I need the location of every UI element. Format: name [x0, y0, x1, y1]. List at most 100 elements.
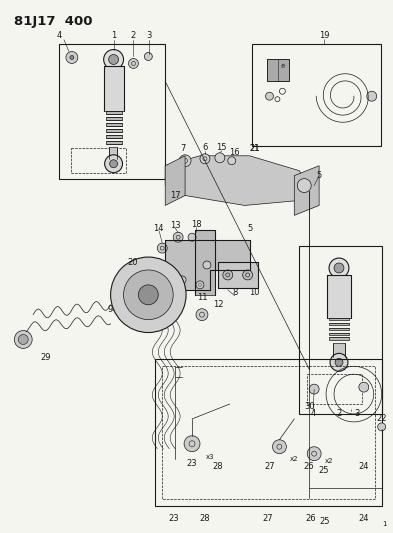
Polygon shape [329, 333, 349, 335]
Circle shape [307, 447, 321, 461]
Circle shape [223, 270, 233, 280]
Circle shape [104, 50, 123, 69]
Circle shape [173, 232, 183, 242]
Polygon shape [106, 141, 121, 144]
Circle shape [203, 261, 211, 269]
Circle shape [335, 358, 343, 366]
Polygon shape [329, 318, 349, 320]
Text: 21: 21 [249, 144, 260, 154]
Bar [252, 44, 381, 146]
Text: x3: x3 [206, 454, 214, 459]
Bar [71, 148, 125, 173]
Circle shape [14, 330, 32, 349]
Text: 24: 24 [358, 462, 369, 471]
Circle shape [359, 382, 369, 392]
Bar [162, 366, 375, 499]
Text: 14: 14 [153, 224, 163, 233]
Text: 10: 10 [249, 288, 260, 297]
Circle shape [66, 52, 78, 63]
Circle shape [179, 155, 191, 167]
Text: 30: 30 [304, 402, 314, 411]
Circle shape [228, 157, 236, 165]
Circle shape [196, 309, 208, 321]
Text: 9: 9 [108, 305, 113, 314]
Circle shape [138, 285, 158, 305]
Polygon shape [294, 166, 319, 215]
Circle shape [378, 423, 386, 431]
Bar [59, 44, 165, 179]
Polygon shape [268, 60, 289, 82]
Polygon shape [104, 67, 123, 111]
Text: 4: 4 [56, 31, 62, 40]
Text: 3: 3 [354, 409, 360, 418]
Polygon shape [333, 343, 345, 357]
Circle shape [144, 53, 152, 60]
Circle shape [297, 179, 311, 192]
Text: 24: 24 [358, 514, 369, 523]
Circle shape [309, 384, 319, 394]
Circle shape [18, 335, 28, 344]
Text: 28: 28 [200, 514, 210, 523]
Text: 2: 2 [336, 409, 342, 418]
Circle shape [105, 155, 123, 173]
Text: 8: 8 [232, 288, 237, 297]
Circle shape [110, 160, 118, 168]
Polygon shape [106, 123, 121, 126]
Bar [307, 374, 362, 404]
Text: 18: 18 [191, 220, 201, 229]
Text: 1: 1 [382, 521, 387, 527]
Circle shape [329, 258, 349, 278]
Text: 4: 4 [310, 409, 316, 418]
Text: 11: 11 [197, 293, 207, 302]
Text: 22: 22 [376, 415, 387, 423]
Polygon shape [329, 322, 349, 325]
Text: 26: 26 [306, 514, 316, 523]
Polygon shape [106, 117, 121, 120]
Text: 23: 23 [169, 514, 180, 523]
Text: 21: 21 [249, 144, 260, 154]
Bar [155, 359, 382, 506]
Text: 3: 3 [147, 31, 152, 40]
Circle shape [129, 59, 138, 68]
Circle shape [215, 153, 225, 163]
Polygon shape [165, 156, 185, 205]
Polygon shape [108, 147, 117, 159]
Circle shape [266, 92, 274, 100]
Polygon shape [195, 230, 215, 295]
Text: 2: 2 [131, 31, 136, 40]
Text: 5: 5 [247, 224, 252, 233]
Polygon shape [218, 262, 257, 288]
Text: 29: 29 [41, 353, 51, 362]
Polygon shape [165, 156, 309, 205]
Text: 27: 27 [264, 462, 275, 471]
Text: 27: 27 [262, 514, 273, 523]
Circle shape [367, 91, 377, 101]
Polygon shape [329, 337, 349, 340]
Text: 15: 15 [217, 143, 227, 152]
Circle shape [200, 154, 210, 164]
Polygon shape [327, 275, 351, 318]
Text: ⟰: ⟰ [281, 64, 286, 69]
Polygon shape [106, 111, 121, 114]
Circle shape [334, 263, 344, 273]
Circle shape [108, 54, 119, 64]
Text: 5: 5 [316, 171, 322, 180]
Text: 6: 6 [202, 143, 208, 152]
Circle shape [196, 281, 204, 289]
Polygon shape [106, 135, 121, 138]
Text: 25: 25 [319, 466, 329, 475]
Text: 12: 12 [213, 300, 223, 309]
Polygon shape [165, 240, 250, 290]
Text: 26: 26 [304, 462, 314, 471]
Text: 19: 19 [319, 31, 329, 40]
Polygon shape [329, 328, 349, 330]
Text: 81J17  400: 81J17 400 [14, 15, 93, 28]
Circle shape [70, 55, 74, 60]
Polygon shape [106, 129, 121, 132]
Text: 23: 23 [187, 459, 197, 468]
Text: 1: 1 [111, 31, 116, 40]
Circle shape [184, 436, 200, 451]
Circle shape [178, 276, 186, 284]
Text: 17: 17 [170, 191, 180, 200]
Bar [299, 246, 382, 414]
